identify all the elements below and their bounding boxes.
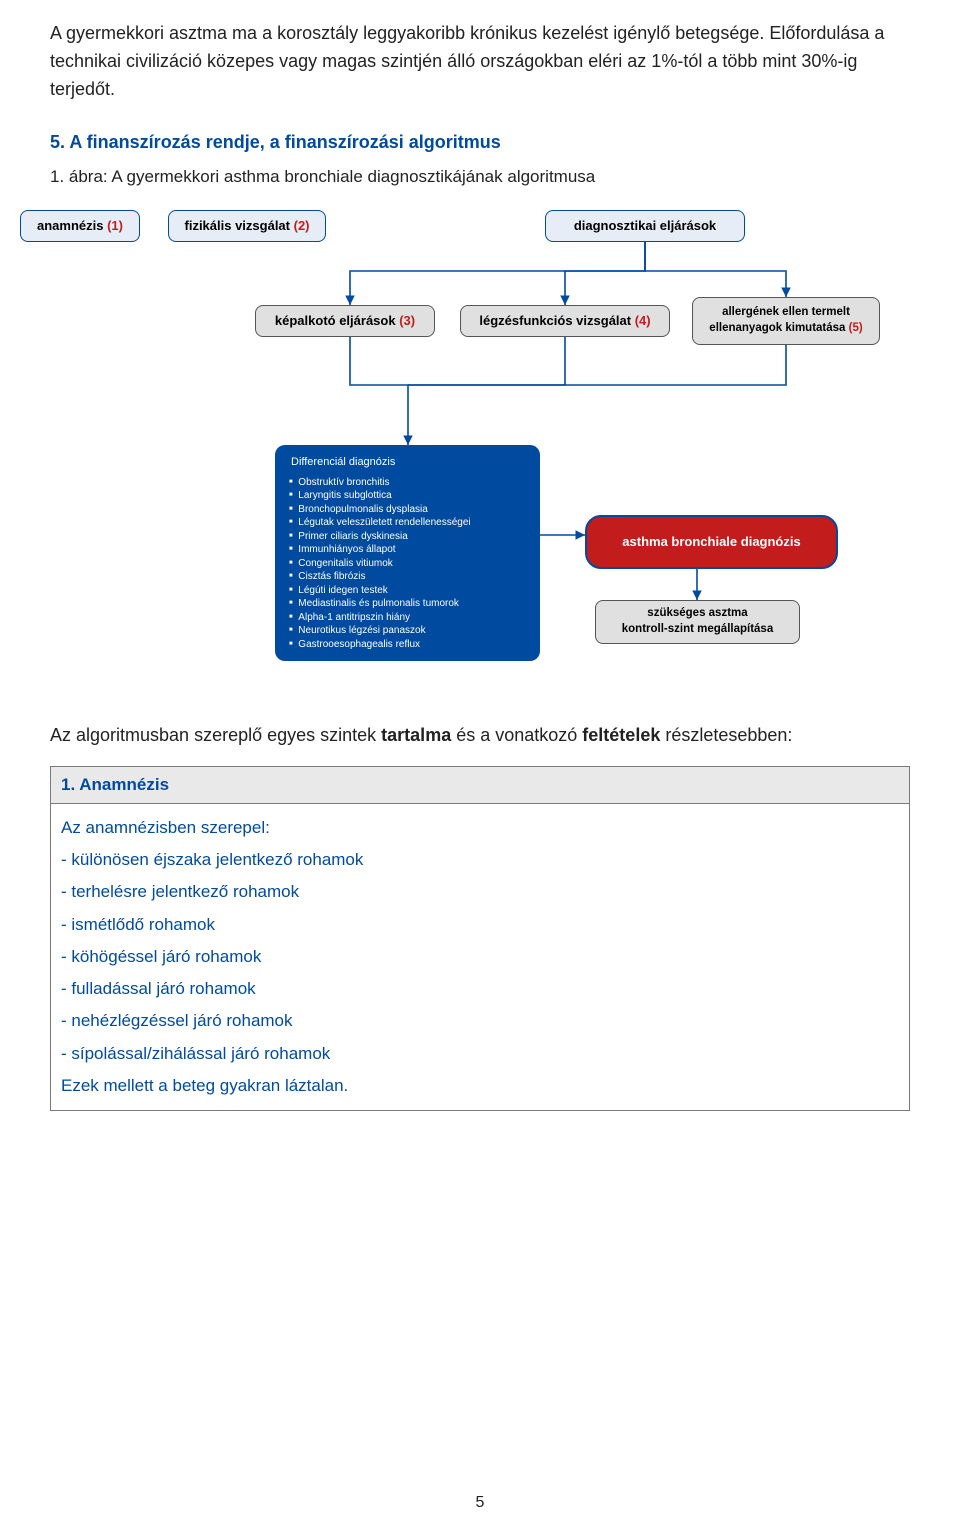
node-diag-elj: diagnosztikai eljárások <box>545 210 745 242</box>
table-item: - terhelésre jelentkező rohamok <box>61 876 899 908</box>
after-figure-pre: Az algoritmusban szereplő egyes szintek <box>50 725 381 745</box>
after-figure-mid: és a vonatkozó <box>451 725 582 745</box>
intro-paragraph: A gyermekkori asztma ma a korosztály leg… <box>50 20 910 104</box>
table-item: - nehézlégzéssel járó rohamok <box>61 1005 899 1037</box>
node-kontroll: szükséges asztmakontroll-szint megállapí… <box>595 600 800 644</box>
node-asthma-diagnozis: asthma bronchiale diagnózis <box>585 515 838 569</box>
diff-item: Obstruktív bronchitis <box>289 476 526 490</box>
diff-item: Congenitalis vitiumok <box>289 557 526 571</box>
diff-item: Primer ciliaris dyskinesia <box>289 530 526 544</box>
after-figure-text: Az algoritmusban szereplő egyes szintek … <box>50 725 910 746</box>
table-item: - köhögéssel járó rohamok <box>61 941 899 973</box>
node-kepalkoto: képalkotó eljárások (3) <box>255 305 435 337</box>
figure-caption: 1. ábra: A gyermekkori asthma bronchiale… <box>50 167 910 187</box>
table-header: 1. Anamnézis <box>51 766 910 803</box>
page-number: 5 <box>0 1494 960 1512</box>
page: A gyermekkori asztma ma a korosztály leg… <box>0 0 960 1524</box>
table-lead: Az anamnézisben szerepel: <box>61 812 899 844</box>
after-figure-bold2: feltételek <box>582 725 660 745</box>
diff-item: Laryngitis subglottica <box>289 489 526 503</box>
diff-item: Cisztás fibrózis <box>289 570 526 584</box>
flowchart: anamnézis (1) fizikális vizsgálat (2) diag… <box>20 205 880 695</box>
node-legzes: légzésfunkciós vizsgálat (4) <box>460 305 670 337</box>
after-figure-bold1: tartalma <box>381 725 451 745</box>
after-figure-post: részletesebben: <box>660 725 792 745</box>
diff-list: Obstruktív bronchitisLaryngitis subglott… <box>289 476 526 652</box>
section-heading: 5. A finanszírozás rendje, a finanszíroz… <box>50 132 910 153</box>
diff-item: Légutak veleszületett rendellenességei <box>289 516 526 530</box>
diff-item: Légúti idegen testek <box>289 584 526 598</box>
table-trailing: Ezek mellett a beteg gyakran láztalan. <box>61 1070 899 1102</box>
table-item: - fulladással járó rohamok <box>61 973 899 1005</box>
node-differencial-diagnozis: Differenciál diagnózis Obstruktív bronchi… <box>275 445 540 661</box>
table-item: - különösen éjszaka jelentkező rohamok <box>61 844 899 876</box>
diff-item: Immunhiányos állapot <box>289 543 526 557</box>
diff-item: Bronchopulmonalis dysplasia <box>289 503 526 517</box>
diff-item: Neurotikus légzési panaszok <box>289 624 526 638</box>
node-anamnezis: anamnézis (1) <box>20 210 140 242</box>
table-body: Az anamnézisben szerepel:- különösen éjs… <box>51 803 910 1111</box>
node-allergen: allergének ellen termeltellenanyagok kim… <box>692 297 880 345</box>
diff-item: Mediastinalis és pulmonalis tumorok <box>289 597 526 611</box>
table-item: - sípolással/zihálással járó rohamok <box>61 1038 899 1070</box>
table-item: - ismétlődő rohamok <box>61 909 899 941</box>
node-fizikalis: fizikális vizsgálat (2) <box>168 210 326 242</box>
diff-item: Alpha-1 antitripszin hiány <box>289 611 526 625</box>
diff-item: Gastrooesophagealis reflux <box>289 638 526 652</box>
diff-title: Differenciál diagnózis <box>291 455 526 470</box>
anamnesis-table: 1. Anamnézis Az anamnézisben szerepel:- … <box>50 766 910 1112</box>
